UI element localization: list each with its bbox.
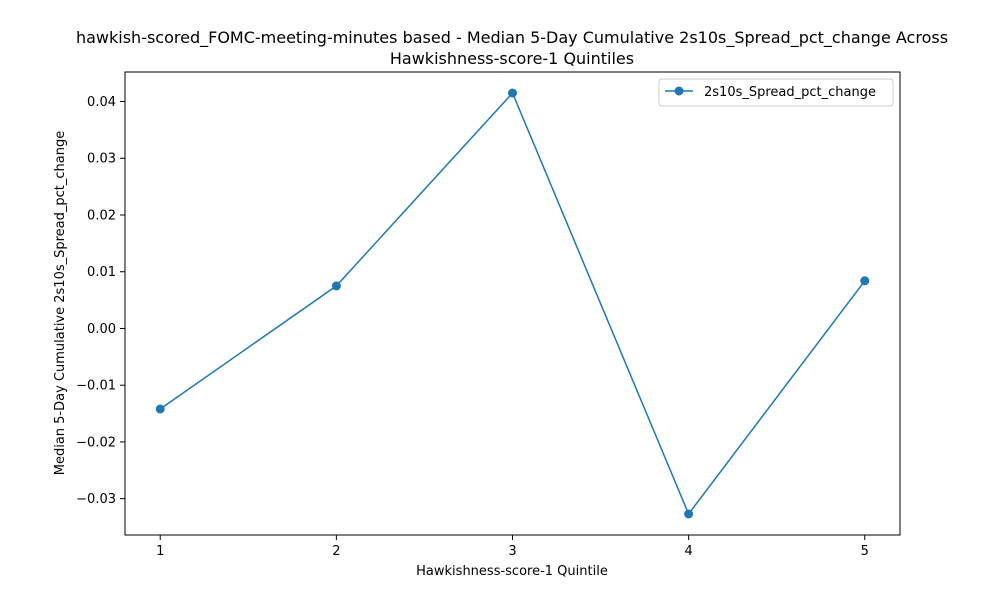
x-tick-label: 1	[156, 544, 164, 559]
series-line	[159, 91, 866, 516]
y-tick-label: −0.01	[76, 379, 116, 394]
y-axis-ticks: −0.03 −0.02 −0.01 0.00 0.01 0.02 0.03 0.04	[76, 95, 125, 507]
y-tick-label: 0.02	[87, 208, 116, 223]
y-tick-label: 0.03	[87, 152, 116, 167]
data-point-marker	[684, 509, 694, 519]
x-tick-label: 2	[332, 544, 340, 559]
y-tick-label: 0.00	[87, 322, 116, 337]
plot-area-frame	[124, 71, 901, 536]
chart-title-line-2: Hawkishness-score-1 Quintiles	[390, 49, 634, 68]
data-point-marker	[860, 276, 870, 286]
x-tick-label: 3	[508, 544, 516, 559]
y-tick-label: −0.02	[76, 435, 116, 450]
legend-marker	[674, 86, 684, 96]
legend: 2s10s_Spread_pct_change	[658, 78, 894, 107]
y-axis-label: Median 5-Day Cumulative 2s10s_Spread_pct…	[53, 131, 68, 476]
x-axis-ticks: 1 2 3 4 5	[156, 535, 869, 559]
data-point-marker	[331, 281, 341, 291]
series-layer	[155, 88, 870, 519]
y-tick-label: 0.01	[87, 265, 116, 280]
chart-title-line-1: hawkish-scored_FOMC-meeting-minutes base…	[76, 28, 948, 48]
y-tick-label: 0.04	[87, 95, 116, 110]
data-point-marker	[508, 88, 517, 98]
x-axis-label: Hawkishness-score-1 Quintile	[416, 564, 608, 579]
legend-entry-label: 2s10s_Spread_pct_change	[704, 85, 876, 100]
data-point-marker	[155, 404, 165, 414]
y-tick-label: −0.03	[76, 492, 116, 507]
legend-box	[658, 78, 894, 107]
x-tick-label: 4	[684, 544, 692, 559]
x-tick-label: 5	[861, 544, 869, 559]
